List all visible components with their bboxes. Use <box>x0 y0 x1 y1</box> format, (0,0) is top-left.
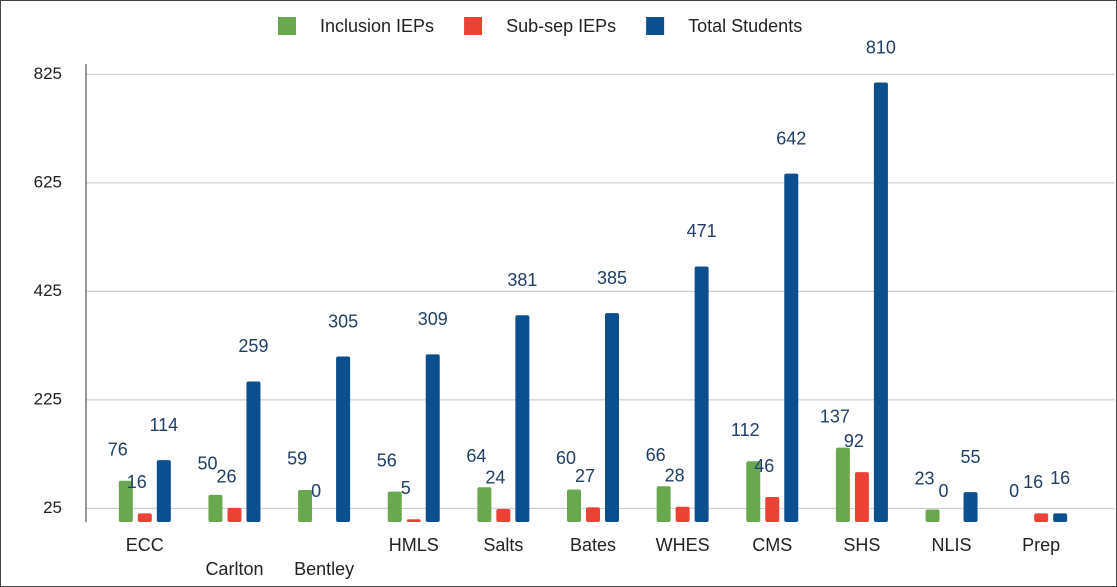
value-label: 810 <box>866 37 896 57</box>
x-tick-label: CMS <box>752 535 792 555</box>
bar <box>656 486 671 522</box>
value-label: 305 <box>328 311 358 331</box>
value-label: 55 <box>961 447 981 467</box>
value-label: 64 <box>466 446 486 466</box>
bar <box>387 491 402 522</box>
value-label: 92 <box>844 431 864 451</box>
value-label: 50 <box>197 454 217 474</box>
bar <box>925 509 940 522</box>
value-label: 23 <box>915 468 935 488</box>
x-tick-label: WHES <box>656 535 710 555</box>
value-label: 0 <box>311 481 321 501</box>
x-tick-label: HMLS <box>389 535 439 555</box>
bar <box>227 507 242 522</box>
value-label: 16 <box>1050 468 1070 488</box>
legend-label: Sub-sep IEPs <box>506 16 616 36</box>
bar <box>567 489 581 522</box>
y-tick-label: 225 <box>34 389 62 408</box>
value-label: 0 <box>1009 481 1019 501</box>
value-label: 471 <box>687 221 717 241</box>
legend-swatch <box>646 17 665 35</box>
bar <box>156 460 171 522</box>
bar <box>1034 513 1049 522</box>
bar <box>586 507 600 522</box>
legend-swatch <box>464 17 483 35</box>
value-label: 16 <box>127 472 147 492</box>
value-label: 5 <box>401 478 411 498</box>
legend-label: Total Students <box>688 16 802 36</box>
bar <box>246 381 261 522</box>
bar <box>425 354 440 522</box>
value-label: 112 <box>731 420 760 440</box>
value-label: 59 <box>287 449 307 469</box>
value-label: 16 <box>1023 472 1043 492</box>
bar <box>605 313 619 522</box>
value-label: 642 <box>776 128 806 148</box>
value-label: 309 <box>418 309 448 329</box>
bar <box>118 480 133 522</box>
bar <box>1053 513 1068 522</box>
bar <box>298 489 313 522</box>
bar <box>336 356 351 522</box>
bar <box>515 315 530 522</box>
value-label: 24 <box>485 468 505 488</box>
y-tick-label: 425 <box>34 281 62 300</box>
value-label: 0 <box>939 481 949 501</box>
value-label: 28 <box>665 466 685 486</box>
bar <box>477 487 492 522</box>
bar <box>873 82 888 522</box>
x-tick-label: Carlton <box>205 559 263 579</box>
value-label: 385 <box>597 268 627 288</box>
bar <box>765 497 780 522</box>
value-label: 56 <box>377 450 397 470</box>
x-tick-label: SHS <box>843 535 880 555</box>
x-tick-label: Bates <box>570 535 616 555</box>
bar <box>854 472 869 522</box>
x-tick-label: NLIS <box>932 535 972 555</box>
bar <box>784 173 799 522</box>
x-tick-label: Bentley <box>294 559 354 579</box>
value-label: 76 <box>108 440 128 460</box>
value-label: 381 <box>507 270 537 290</box>
value-label: 27 <box>575 466 595 486</box>
x-tick-label: Salts <box>483 535 523 555</box>
value-label: 137 <box>820 406 850 426</box>
bar <box>496 508 511 522</box>
y-tick-label: 25 <box>43 498 62 517</box>
bar <box>694 266 709 522</box>
value-label: 60 <box>556 448 576 468</box>
value-label: 26 <box>216 467 236 487</box>
x-tick-label: ECC <box>126 535 164 555</box>
bar <box>746 461 761 522</box>
bar <box>137 513 152 522</box>
bar <box>406 519 421 522</box>
y-tick-label: 625 <box>34 172 62 191</box>
legend-label: Inclusion IEPs <box>320 16 434 36</box>
bar <box>208 494 223 522</box>
value-label: 259 <box>238 336 268 356</box>
bar <box>963 492 978 522</box>
bar <box>675 506 690 522</box>
x-tick-label: Prep <box>1022 535 1060 555</box>
value-label: 114 <box>149 415 178 435</box>
bar <box>835 447 850 522</box>
y-tick-label: 825 <box>34 64 62 83</box>
value-label: 66 <box>646 445 666 465</box>
value-label: 46 <box>754 456 774 476</box>
legend-swatch <box>278 17 296 35</box>
